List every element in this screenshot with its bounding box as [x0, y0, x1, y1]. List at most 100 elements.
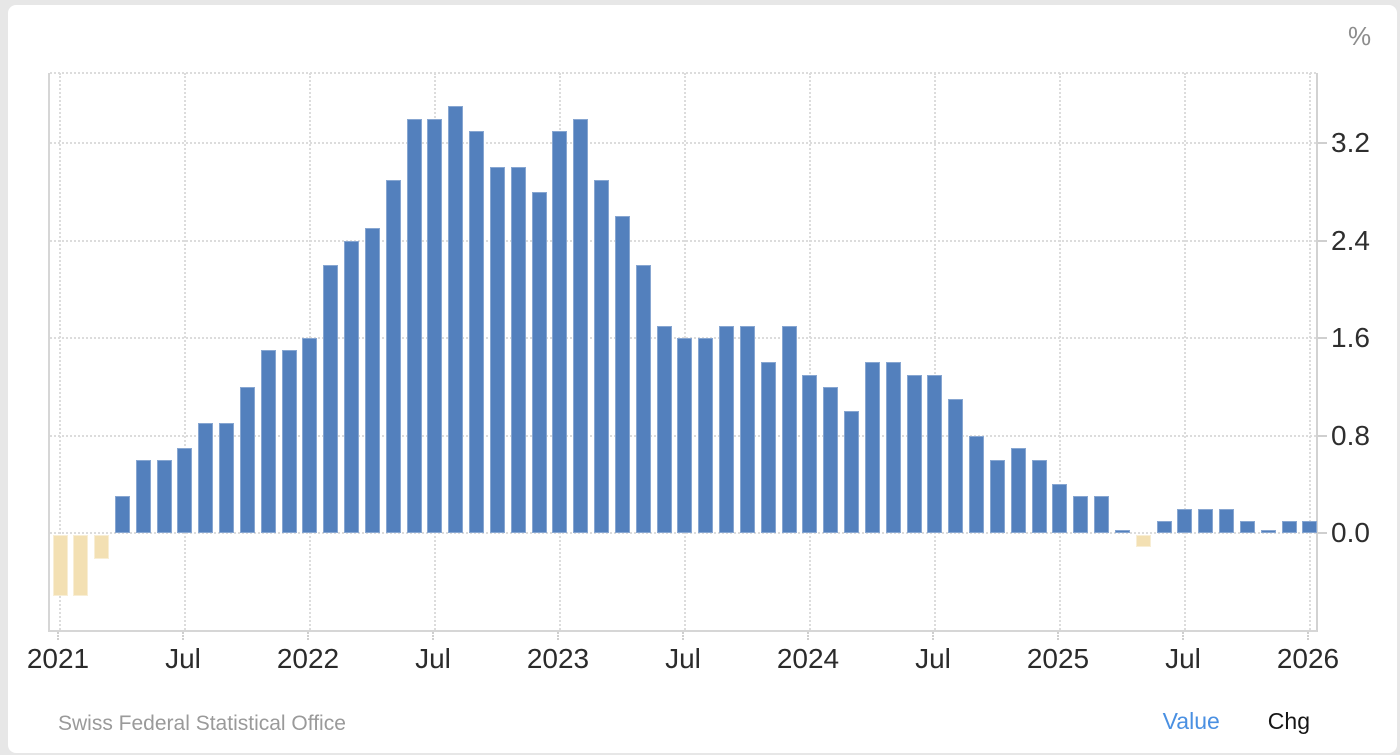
source-label: Swiss Federal Statistical Office — [58, 712, 346, 735]
bar[interactable] — [94, 535, 110, 560]
bar[interactable] — [52, 535, 68, 596]
bar[interactable] — [1219, 508, 1235, 533]
bar[interactable] — [698, 338, 714, 533]
bar[interactable] — [385, 179, 401, 533]
bar[interactable] — [427, 118, 443, 533]
bar[interactable] — [1239, 520, 1255, 533]
bar[interactable] — [323, 264, 339, 533]
y-gridline — [50, 532, 1316, 534]
x-tick-label: Jul — [1165, 643, 1201, 674]
y-axis-tick — [1318, 434, 1327, 437]
x-axis-tick — [557, 632, 559, 640]
bar[interactable] — [1073, 496, 1089, 533]
bar[interactable] — [406, 118, 422, 533]
bar[interactable] — [781, 325, 797, 533]
bar[interactable] — [1177, 508, 1193, 533]
bar[interactable] — [156, 459, 172, 533]
chart-card: % 0.0 0.8 1.6 2.4 3.2 2021 Jul 2022 Jul 2023 Jul 20… — [8, 5, 1397, 753]
x-axis-tick — [432, 632, 434, 640]
bar[interactable] — [239, 386, 255, 533]
x-axis-tick — [57, 632, 59, 640]
bar[interactable] — [656, 325, 672, 533]
y-axis-tick — [1318, 337, 1327, 339]
x-gridline — [1184, 73, 1186, 630]
y-axis-tick — [1318, 532, 1327, 534]
x-tick-label: Jul — [165, 643, 201, 674]
bar[interactable] — [114, 496, 130, 533]
x-tick-label: 2026 — [1276, 643, 1340, 674]
y-axis-tick — [1318, 239, 1327, 242]
bar[interactable] — [719, 325, 735, 533]
bar[interactable] — [1281, 520, 1297, 533]
bar[interactable] — [927, 374, 943, 533]
plot-top-border — [50, 72, 1316, 74]
bar[interactable] — [1198, 508, 1214, 533]
x-gridline — [59, 73, 61, 630]
bar[interactable] — [594, 179, 610, 533]
x-tick-label: 2025 — [1026, 643, 1090, 674]
y-tick-label: 0.8 — [1331, 419, 1370, 451]
bar[interactable] — [1010, 447, 1026, 533]
bar[interactable] — [135, 459, 151, 533]
x-gridline — [184, 73, 186, 630]
y-tick-label: 2.4 — [1331, 224, 1370, 256]
bar[interactable] — [739, 325, 755, 533]
bar[interactable] — [823, 386, 839, 533]
y-gridline — [50, 142, 1316, 144]
x-tick-label: Jul — [665, 643, 701, 674]
bar[interactable] — [260, 350, 276, 533]
bar[interactable] — [635, 264, 651, 533]
series-toggle-group: Value Chg — [1163, 708, 1310, 735]
bar[interactable] — [177, 447, 193, 533]
bar[interactable] — [531, 191, 547, 533]
bar[interactable] — [906, 374, 922, 533]
x-axis-tick — [182, 632, 184, 640]
bar[interactable] — [885, 362, 901, 533]
bar[interactable] — [760, 362, 776, 533]
x-gridline — [934, 73, 936, 630]
bar[interactable] — [1052, 484, 1068, 533]
bar[interactable] — [864, 362, 880, 533]
bar[interactable] — [677, 338, 693, 533]
bar[interactable] — [1260, 530, 1276, 533]
bar[interactable] — [364, 228, 380, 533]
x-tick-label: 2021 — [26, 643, 90, 674]
bar[interactable] — [614, 216, 630, 533]
x-tick-label: 2022 — [276, 643, 340, 674]
bar[interactable] — [1156, 520, 1172, 533]
bar[interactable] — [1135, 535, 1151, 548]
bar[interactable] — [1031, 459, 1047, 533]
bar[interactable] — [573, 118, 589, 533]
bar[interactable] — [1094, 496, 1110, 533]
bar[interactable] — [552, 130, 568, 533]
x-axis-tick — [807, 632, 809, 640]
bar[interactable] — [1114, 530, 1130, 533]
y-tick-label: 0.0 — [1331, 517, 1370, 548]
bar[interactable] — [844, 411, 860, 533]
bar[interactable] — [198, 423, 214, 533]
bar[interactable] — [969, 435, 985, 533]
bar[interactable] — [989, 459, 1005, 533]
x-axis-tick — [1182, 632, 1184, 640]
bar[interactable] — [948, 398, 964, 533]
y-axis-tick — [1318, 142, 1327, 144]
x-tick-label: Jul — [415, 643, 451, 674]
bar[interactable] — [510, 167, 526, 533]
x-tick-label: 2023 — [526, 643, 590, 674]
value-toggle[interactable]: Value — [1162, 708, 1220, 734]
bar[interactable] — [73, 535, 89, 596]
bar[interactable] — [344, 240, 360, 533]
y-tick-label: 3.2 — [1331, 127, 1370, 158]
bar[interactable] — [219, 423, 235, 533]
bar[interactable] — [489, 167, 505, 533]
bar[interactable] — [802, 374, 818, 533]
bar[interactable] — [1302, 520, 1318, 533]
y-gridline — [50, 239, 1316, 242]
y-axis-unit-label: % — [1348, 21, 1372, 51]
bar[interactable] — [302, 338, 318, 533]
x-gridline — [809, 73, 811, 630]
bar[interactable] — [281, 350, 297, 533]
bar[interactable] — [469, 130, 485, 533]
chg-toggle[interactable]: Chg — [1267, 708, 1310, 734]
bar[interactable] — [448, 106, 464, 533]
